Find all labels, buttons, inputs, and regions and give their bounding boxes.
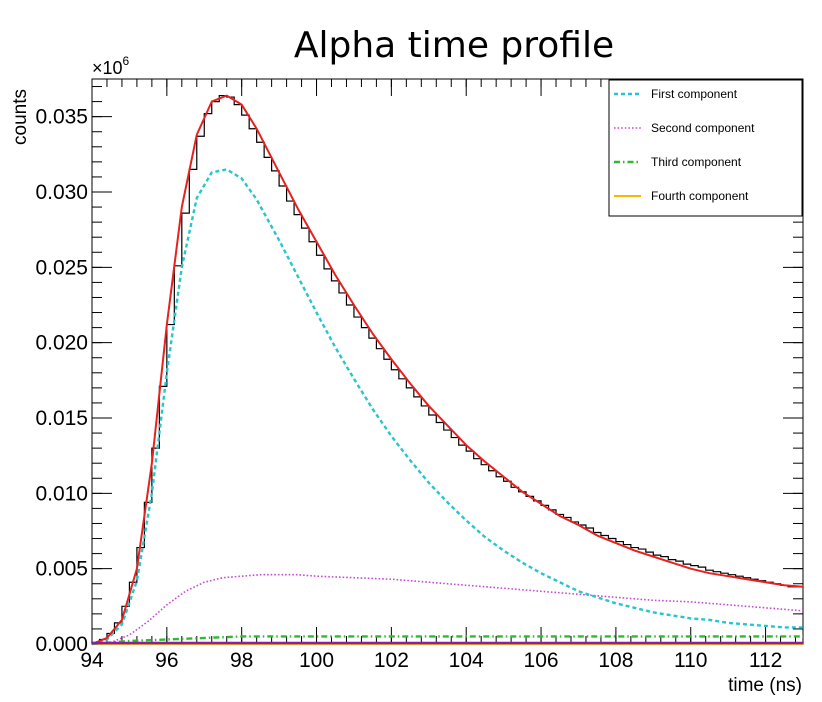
histogram-steps: [91, 94, 803, 644]
series-line: [91, 635, 803, 646]
y-axis-multiplier: ×106: [92, 54, 130, 78]
y-tick-label: 0.025: [35, 256, 88, 279]
histogram-layer: [91, 94, 803, 644]
chart-title: Alpha time profile: [294, 25, 614, 66]
series-line: [91, 94, 804, 645]
legend-box: [608, 79, 803, 217]
x-tick-label: 108: [598, 649, 633, 672]
y-axis-title: counts: [10, 89, 31, 145]
y-axis-title-group: counts: [10, 89, 31, 145]
x-tick-label: 100: [299, 649, 334, 672]
y-axis-multiplier-exponent: 6: [123, 54, 130, 68]
y-tick-label: 0.000: [35, 633, 88, 656]
legend-label: Second component: [651, 121, 755, 135]
x-tick-label: 104: [449, 649, 484, 672]
x-tick-label: 94: [80, 649, 104, 672]
y-tick-label: 0.020: [35, 332, 88, 355]
y-tick-label: 0.030: [35, 181, 88, 204]
y-axis-multiplier-base: ×10: [92, 58, 123, 78]
series-layer: [91, 94, 804, 646]
legend: First component Second component Third com…: [608, 79, 803, 217]
legend-label: Fourth component: [651, 189, 749, 203]
x-tick-label: 112: [749, 649, 782, 672]
legend-label: First component: [651, 87, 738, 101]
x-tick-labels: 94 96 98 100 102 104 106 108 110 112: [80, 649, 782, 672]
series-line: [91, 573, 804, 645]
y-tick-label: 0.005: [35, 558, 88, 581]
y-tick-label: 0.010: [35, 482, 88, 505]
x-tick-label: 98: [230, 649, 253, 672]
y-tick-label: 0.035: [35, 106, 88, 129]
x-tick-label: 106: [524, 649, 559, 672]
series-line: [91, 168, 803, 646]
y-tick-label: 0.015: [35, 407, 88, 430]
y-tick-labels: 0.000 0.005 0.010 0.015 0.020 0.025 0.030 0.035: [35, 106, 88, 656]
legend-label: Third component: [651, 155, 742, 169]
x-tick-label: 110: [674, 649, 707, 672]
x-tick-label: 102: [374, 649, 409, 672]
x-axis-title: time (ns): [728, 675, 802, 696]
x-tick-label: 96: [155, 649, 178, 672]
